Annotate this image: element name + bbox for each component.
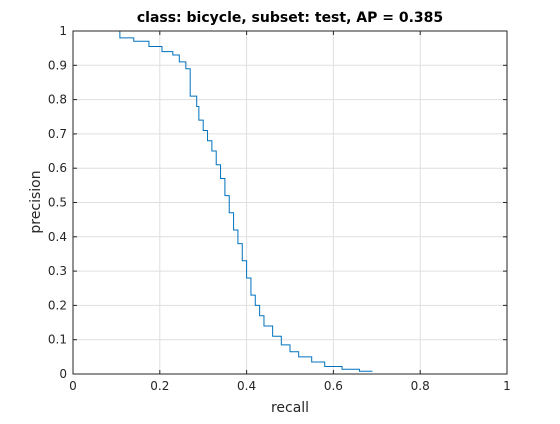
y-tick-label: 0.9 bbox=[48, 58, 67, 72]
y-tick-label: 0.2 bbox=[48, 298, 67, 312]
x-tick-label: 0.2 bbox=[150, 379, 169, 393]
x-tick-label: 0 bbox=[69, 379, 77, 393]
y-tick-label: 0.4 bbox=[48, 230, 67, 244]
chart-title: class: bicycle, subset: test, AP = 0.385 bbox=[137, 10, 443, 26]
y-tick-label: 1 bbox=[59, 24, 67, 38]
x-tick-label: 0.4 bbox=[237, 379, 256, 393]
y-tick-label: 0.5 bbox=[48, 196, 67, 210]
ticks: 0 0.2 0.4 0.6 0.8 1 0 0.1 0.2 0.3 0.4 0.5 0.6 0.7 0.8 0… bbox=[48, 24, 511, 393]
y-tick-label: 0.7 bbox=[48, 127, 67, 141]
series-layer bbox=[73, 30, 373, 372]
y-tick-label: 0 bbox=[59, 367, 67, 381]
x-tick-label: 0.8 bbox=[411, 379, 430, 393]
x-axis-label: recall bbox=[271, 400, 309, 416]
precision-recall-curve bbox=[73, 30, 373, 372]
x-tick-label: 0.6 bbox=[324, 379, 343, 393]
grid-lines bbox=[72, 30, 508, 375]
y-tick-label: 0.1 bbox=[48, 333, 67, 347]
y-tick-label: 0.8 bbox=[48, 93, 67, 107]
y-tick-label: 0.6 bbox=[48, 161, 67, 175]
y-axis-label: precision bbox=[28, 170, 44, 233]
y-tick-label: 0.3 bbox=[48, 264, 67, 278]
x-tick-label: 1 bbox=[503, 379, 511, 393]
